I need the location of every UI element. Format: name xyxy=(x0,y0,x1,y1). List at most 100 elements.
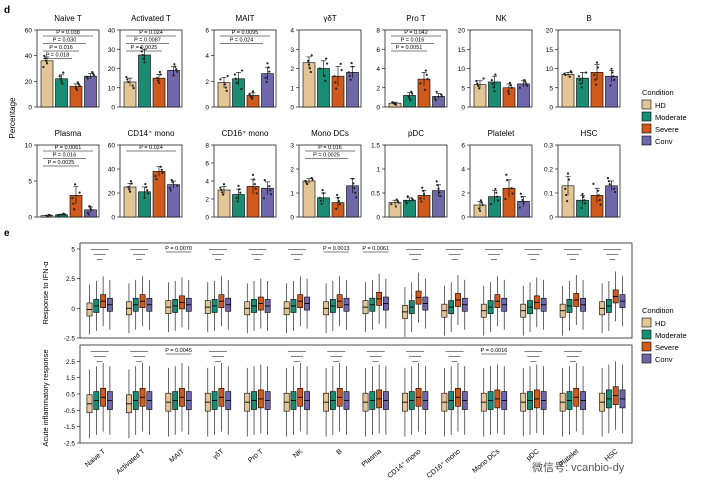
bar-panel-title: Plasma xyxy=(55,129,82,138)
bar-panel-title: pDC xyxy=(408,129,424,138)
data-point xyxy=(409,98,412,102)
significance-label: P = 0.0013 xyxy=(323,246,350,252)
data-point xyxy=(607,180,610,183)
data-point xyxy=(126,78,129,81)
data-point xyxy=(325,57,328,60)
data-point xyxy=(518,206,522,209)
data-point xyxy=(596,189,600,192)
y-tick-label: 20 xyxy=(458,28,466,35)
data-point xyxy=(478,209,482,212)
y-tick-label: 40 xyxy=(108,167,116,174)
data-point xyxy=(565,193,568,197)
y-tick-label: 2 xyxy=(205,197,209,204)
data-point xyxy=(478,207,481,210)
data-point xyxy=(494,73,497,76)
y-tick-label: 4 xyxy=(205,179,209,186)
data-point xyxy=(308,67,311,70)
data-point xyxy=(265,80,268,83)
data-point xyxy=(264,76,267,79)
data-point xyxy=(61,82,64,85)
data-point xyxy=(323,74,326,77)
data-point xyxy=(77,82,80,86)
data-point xyxy=(254,187,257,190)
significance-label: P = 0.042 xyxy=(404,30,428,36)
y-tick-label: 20 xyxy=(108,66,116,73)
data-point xyxy=(525,82,528,85)
y-tick-label: 0 xyxy=(549,215,553,222)
data-point xyxy=(495,191,498,194)
significance-label: P = 0.024 xyxy=(139,145,163,151)
data-point xyxy=(270,193,273,196)
data-point xyxy=(612,75,615,78)
data-point xyxy=(610,67,613,70)
legend-e-swatch-moderate xyxy=(641,329,652,340)
data-point xyxy=(597,194,600,197)
y-tick-label: 2.5 xyxy=(66,276,75,283)
data-point xyxy=(219,78,222,81)
significance-label: P = 0.0087 xyxy=(134,38,161,44)
data-point xyxy=(255,192,258,195)
data-point xyxy=(476,82,479,85)
data-point xyxy=(394,205,397,208)
data-point xyxy=(595,83,598,86)
bar-panel-title: HSC xyxy=(581,129,598,138)
data-point xyxy=(493,90,496,93)
bar-severe xyxy=(152,171,166,218)
y-tick-label: 0.5 xyxy=(66,392,75,399)
data-point xyxy=(592,182,595,185)
data-point xyxy=(170,178,173,182)
data-point xyxy=(154,174,157,178)
legend-d-swatch-severe xyxy=(641,123,652,134)
data-point xyxy=(267,66,270,69)
y-tick-label: 20 xyxy=(25,79,33,86)
y-tick-label: 0 xyxy=(71,306,75,313)
bar-panel-title: Mono DCs xyxy=(311,129,349,138)
legend-e-label-severe: Severe xyxy=(655,343,679,352)
bar-panel-title: Platelet xyxy=(488,129,515,138)
data-point xyxy=(336,193,339,197)
y-tick-label: 0 xyxy=(549,105,553,112)
data-point xyxy=(412,199,415,202)
data-point xyxy=(504,197,507,201)
data-point xyxy=(43,54,46,57)
data-point xyxy=(598,198,601,202)
significance-label: P = 0.0070 xyxy=(165,246,192,252)
y-tick-label: 8 xyxy=(205,143,209,150)
data-point xyxy=(351,177,354,180)
data-point xyxy=(350,62,353,65)
data-point xyxy=(49,214,52,217)
significance-label: P = 0.024 xyxy=(230,38,254,44)
y-tick-label: 0 xyxy=(376,105,380,112)
x-tick-label: pDC xyxy=(525,448,540,462)
data-point xyxy=(239,191,242,194)
data-point xyxy=(425,73,428,76)
data-point xyxy=(306,182,309,186)
data-point xyxy=(339,62,342,65)
data-point xyxy=(73,208,76,211)
data-point xyxy=(146,189,149,192)
y-tick-label: 5 xyxy=(461,85,465,92)
data-point xyxy=(440,93,443,96)
y-tick-label: 10 xyxy=(108,85,116,92)
data-point xyxy=(334,81,337,84)
data-point xyxy=(157,81,161,85)
data-point xyxy=(566,200,569,203)
legend-d-label-hd: HD xyxy=(655,101,666,110)
y-tick-label: 4 xyxy=(290,28,294,35)
data-point xyxy=(238,188,241,191)
data-point xyxy=(78,84,81,87)
significance-label: P = 0.0016 xyxy=(481,348,508,354)
x-tick-label: CD14⁺ mono xyxy=(386,448,422,480)
data-point xyxy=(74,87,78,90)
data-point xyxy=(599,203,602,206)
significance-label: P = 0.0025 xyxy=(131,45,158,51)
data-point xyxy=(131,84,134,87)
data-point xyxy=(262,197,265,200)
data-point xyxy=(578,78,581,82)
legend-d-label-severe: Severe xyxy=(655,125,679,134)
significance-label: P = 0.016 xyxy=(318,145,342,151)
legend-d-swatch-conv xyxy=(641,135,652,146)
data-point xyxy=(224,86,227,89)
x-tick-label: Naive T xyxy=(84,448,107,469)
data-point xyxy=(171,181,174,184)
